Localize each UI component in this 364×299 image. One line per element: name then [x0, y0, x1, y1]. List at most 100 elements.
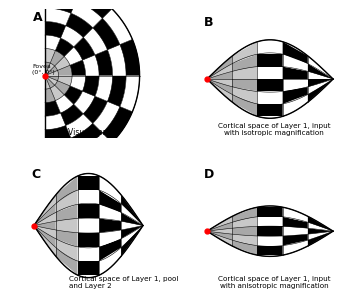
- Polygon shape: [45, 63, 55, 76]
- Polygon shape: [95, 76, 112, 101]
- Polygon shape: [64, 86, 83, 104]
- Polygon shape: [102, 107, 132, 142]
- Polygon shape: [93, 101, 120, 133]
- Text: Cortical space of Layer 1, input
with isotropic magnification: Cortical space of Layer 1, input with is…: [218, 123, 331, 137]
- Text: D: D: [204, 168, 214, 181]
- Polygon shape: [78, 261, 99, 275]
- Polygon shape: [283, 207, 308, 222]
- Polygon shape: [45, 22, 66, 38]
- Text: A: A: [33, 11, 43, 24]
- Text: Fovea
(0°, 0°): Fovea (0°, 0°): [32, 64, 55, 74]
- Polygon shape: [207, 79, 232, 102]
- Polygon shape: [232, 94, 257, 116]
- Polygon shape: [308, 79, 333, 87]
- Polygon shape: [66, 13, 93, 37]
- Polygon shape: [107, 45, 126, 76]
- Polygon shape: [232, 42, 257, 64]
- Polygon shape: [99, 230, 121, 247]
- Polygon shape: [308, 79, 333, 102]
- Polygon shape: [121, 225, 143, 256]
- Polygon shape: [83, 28, 107, 55]
- Polygon shape: [308, 216, 333, 231]
- Polygon shape: [207, 64, 232, 79]
- Polygon shape: [257, 79, 283, 91]
- Polygon shape: [207, 56, 232, 79]
- Polygon shape: [283, 87, 308, 104]
- Polygon shape: [34, 204, 56, 225]
- Polygon shape: [99, 190, 121, 213]
- Polygon shape: [78, 204, 99, 219]
- Text: Cortical space of Layer 1, pool
and Layer 2: Cortical space of Layer 1, pool and Laye…: [68, 276, 178, 289]
- Polygon shape: [232, 226, 257, 236]
- Polygon shape: [45, 70, 59, 76]
- Polygon shape: [45, 76, 58, 85]
- Polygon shape: [207, 231, 232, 246]
- Polygon shape: [207, 216, 232, 231]
- Polygon shape: [257, 207, 283, 217]
- Polygon shape: [55, 57, 70, 70]
- Polygon shape: [232, 240, 257, 255]
- Polygon shape: [207, 228, 232, 234]
- Polygon shape: [45, 76, 59, 81]
- Polygon shape: [257, 67, 283, 79]
- Polygon shape: [121, 195, 143, 225]
- Polygon shape: [207, 222, 232, 231]
- Polygon shape: [207, 71, 232, 79]
- Polygon shape: [56, 204, 78, 221]
- Polygon shape: [120, 39, 140, 76]
- Polygon shape: [55, 81, 70, 95]
- Polygon shape: [283, 42, 308, 64]
- Polygon shape: [45, 76, 55, 88]
- Polygon shape: [56, 190, 78, 213]
- Polygon shape: [257, 104, 283, 116]
- Polygon shape: [34, 221, 56, 230]
- Polygon shape: [283, 94, 308, 116]
- Polygon shape: [257, 91, 283, 104]
- Text: B: B: [204, 16, 214, 29]
- Polygon shape: [56, 248, 78, 275]
- Polygon shape: [55, 38, 74, 57]
- Polygon shape: [34, 213, 56, 225]
- Polygon shape: [71, 1, 102, 28]
- Polygon shape: [121, 221, 143, 230]
- Polygon shape: [45, 100, 60, 116]
- Polygon shape: [45, 8, 71, 26]
- Polygon shape: [107, 76, 126, 107]
- Polygon shape: [45, 0, 76, 13]
- Polygon shape: [99, 248, 121, 275]
- Polygon shape: [45, 138, 76, 157]
- Polygon shape: [64, 47, 83, 65]
- Polygon shape: [99, 204, 121, 221]
- Polygon shape: [207, 79, 232, 87]
- Polygon shape: [60, 104, 83, 126]
- Polygon shape: [34, 225, 56, 239]
- Polygon shape: [76, 0, 112, 18]
- Polygon shape: [102, 9, 132, 45]
- Polygon shape: [308, 222, 333, 231]
- Polygon shape: [34, 195, 56, 225]
- Polygon shape: [45, 48, 55, 63]
- Polygon shape: [257, 226, 283, 236]
- Polygon shape: [78, 233, 99, 247]
- Polygon shape: [120, 76, 140, 112]
- Polygon shape: [45, 126, 71, 143]
- Polygon shape: [45, 66, 58, 76]
- Polygon shape: [66, 114, 93, 138]
- Polygon shape: [58, 65, 72, 76]
- Polygon shape: [70, 60, 86, 76]
- Text: Cortical space of Layer 1, input
with anisotropic magnification: Cortical space of Layer 1, input with an…: [218, 276, 331, 289]
- Polygon shape: [45, 76, 50, 89]
- Polygon shape: [78, 219, 99, 233]
- Polygon shape: [45, 62, 50, 76]
- Text: Visual space: Visual space: [68, 128, 116, 137]
- Polygon shape: [78, 176, 99, 190]
- Polygon shape: [83, 55, 99, 76]
- Polygon shape: [50, 51, 64, 66]
- Polygon shape: [99, 239, 121, 261]
- Polygon shape: [283, 79, 308, 91]
- Polygon shape: [308, 71, 333, 79]
- Polygon shape: [283, 54, 308, 71]
- Polygon shape: [70, 76, 86, 91]
- Polygon shape: [56, 239, 78, 261]
- Polygon shape: [308, 231, 333, 240]
